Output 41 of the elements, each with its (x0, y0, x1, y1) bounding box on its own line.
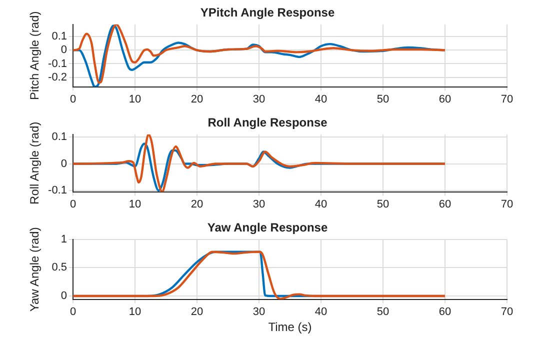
x-tick-label: 0 (70, 93, 76, 106)
x-tick-label: 70 (500, 306, 514, 318)
x-tick-label: 0 (70, 198, 76, 210)
x-tick-label: 60 (438, 306, 452, 318)
y-tick-label: 0.1 (52, 131, 67, 144)
chart-title: Roll Angle Response (208, 116, 328, 130)
y-tick-label: 0 (60, 158, 67, 170)
x-tick-label: 50 (376, 306, 390, 318)
x-tick-label: 20 (190, 306, 204, 318)
x-tick-label: 50 (376, 198, 390, 210)
y-tick-label: 0.1 (52, 30, 67, 43)
y-axis-title: Roll Angle (rad) (28, 122, 42, 204)
x-tick-label: 0 (70, 306, 76, 318)
x-tick-label: 30 (252, 306, 266, 318)
y-tick-label: 0 (60, 44, 67, 56)
y-tick-label: 0.5 (52, 262, 67, 274)
x-tick-label: 40 (314, 93, 328, 106)
y-tick-label: 0 (60, 290, 67, 302)
x-tick-label: 40 (314, 198, 328, 210)
x-tick-label: 70 (500, 93, 514, 106)
x-tick-label: 10 (128, 306, 142, 318)
x-tick-label: 10 (128, 198, 142, 210)
x-tick-label: 40 (314, 306, 328, 318)
x-tick-label: 60 (438, 93, 452, 106)
x-tick-label: 10 (128, 93, 142, 106)
y-axis-title: Yaw Angle (rad) (28, 227, 42, 312)
y-tick-label: -0.2 (48, 71, 67, 84)
chart-title: Yaw Angle Response (207, 220, 328, 235)
x-tick-label: 30 (252, 198, 266, 210)
y-tick-label: -0.1 (48, 184, 67, 196)
x-tick-label: 20 (190, 93, 204, 106)
x-tick-label: 30 (252, 93, 266, 106)
y-axis-title: Pitch Angle (rad) (28, 11, 42, 100)
x-tick-label: 50 (376, 93, 390, 106)
x-tick-label: 60 (438, 198, 452, 210)
y-tick-label: -0.1 (48, 58, 67, 70)
x-tick-label: 20 (190, 198, 204, 210)
x-tick-label: 70 (500, 198, 514, 210)
y-tick-label: 1 (60, 233, 67, 246)
chart-title: YPitch Angle Response (200, 6, 335, 20)
x-axis-title: Time (s) (268, 320, 312, 334)
